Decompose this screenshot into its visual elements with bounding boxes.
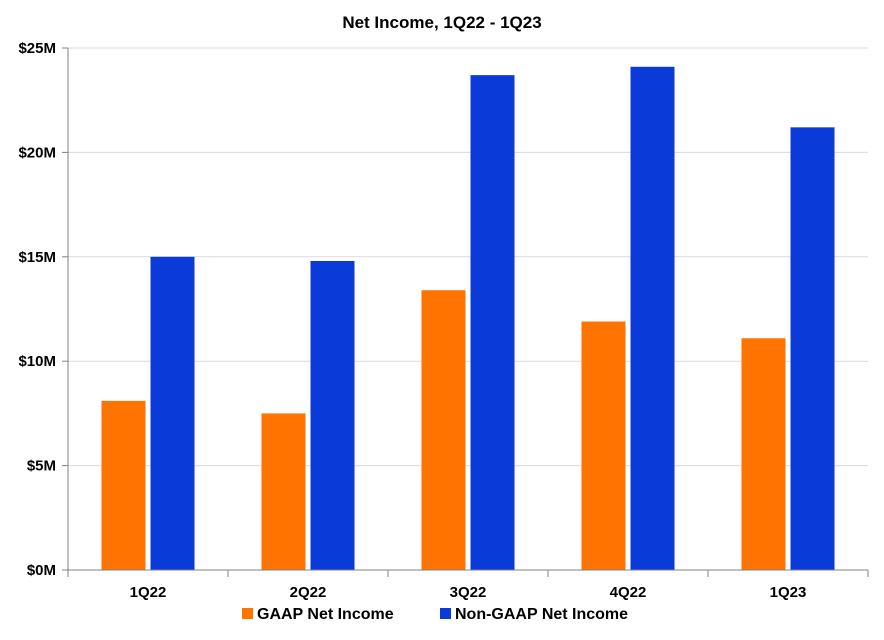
non-gaap-legend-label: Non-GAAP Net Income bbox=[455, 606, 628, 623]
x-tick-label: 2Q22 bbox=[290, 584, 327, 601]
non-gaap-bar-1q23 bbox=[790, 127, 835, 571]
grid-lines bbox=[68, 47, 868, 467]
non-gaap-legend-swatch bbox=[440, 608, 451, 619]
x-tick-label: 1Q23 bbox=[770, 584, 807, 601]
gaap-bar-4q22 bbox=[581, 321, 626, 570]
chart-title: Net Income, 1Q22 - 1Q23 bbox=[342, 13, 541, 32]
x-axis-labels: 1Q22 2Q22 3Q22 4Q22 1Q23 bbox=[130, 584, 807, 601]
gaap-bar-1q22 bbox=[101, 400, 146, 570]
y-axis-labels: $0M $5M $10M $15M $20M $25M bbox=[18, 40, 56, 579]
gaap-bar-2q22 bbox=[261, 413, 306, 570]
x-tick-label: 1Q22 bbox=[130, 584, 167, 601]
y-tick-label: $15M bbox=[18, 249, 56, 266]
x-tick-label: 4Q22 bbox=[610, 584, 647, 601]
non-gaap-bar-1q22 bbox=[150, 256, 195, 570]
non-gaap-bar-2q22 bbox=[310, 260, 355, 570]
gaap-legend-label: GAAP Net Income bbox=[257, 606, 394, 623]
y-tick-label: $0M bbox=[27, 562, 56, 579]
gaap-bar-3q22 bbox=[421, 290, 466, 570]
gaap-legend-swatch bbox=[242, 608, 253, 619]
y-tick-label: $5M bbox=[27, 458, 56, 475]
bars bbox=[101, 66, 835, 571]
axes bbox=[62, 47, 869, 577]
y-tick-label: $25M bbox=[18, 40, 56, 57]
y-tick-label: $10M bbox=[18, 353, 56, 370]
x-tick-label: 3Q22 bbox=[450, 584, 487, 601]
y-tick-label: $20M bbox=[18, 144, 56, 161]
non-gaap-bar-3q22 bbox=[470, 75, 515, 571]
non-gaap-bar-4q22 bbox=[630, 66, 675, 571]
legend: GAAP Net Income Non-GAAP Net Income bbox=[242, 606, 628, 623]
gaap-bar-1q23 bbox=[741, 338, 786, 570]
